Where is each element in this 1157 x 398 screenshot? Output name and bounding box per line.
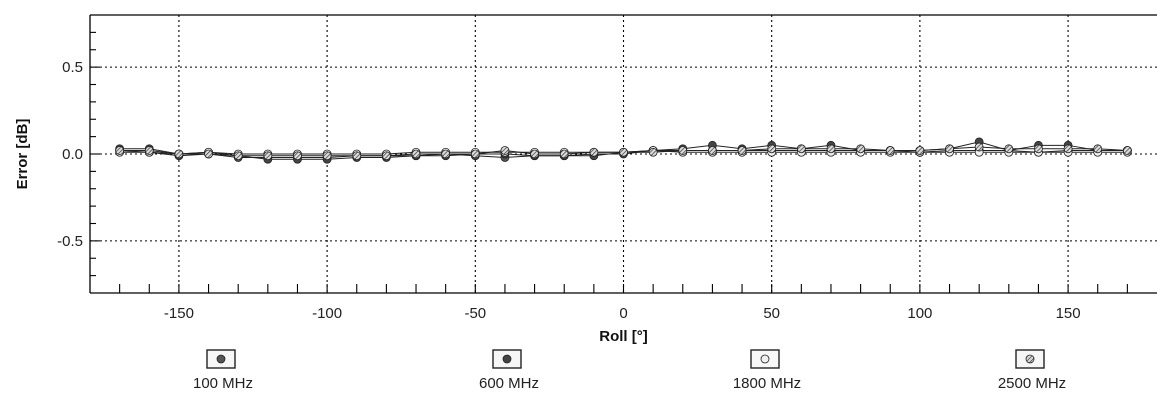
- data-point: [500, 146, 510, 155]
- data-point: [441, 149, 451, 159]
- data-point: [589, 147, 599, 157]
- data-point: [233, 151, 243, 161]
- legend-label: 1800 MHz: [733, 375, 801, 392]
- legend-marker: [760, 354, 770, 364]
- x-tick-label: 150: [1056, 305, 1081, 322]
- legend-label: 2500 MHz: [998, 375, 1066, 392]
- y-tick-label: -0.5: [57, 233, 83, 250]
- data-point: [885, 146, 895, 155]
- data-point: [530, 149, 539, 159]
- axes: -150 -100 -50 0 50 100 150 0.5 0.0 -0.5 Roll [°] Er…: [14, 14, 1157, 345]
- data-point: [767, 144, 777, 154]
- data-point: [115, 146, 125, 155]
- data-point: [263, 151, 273, 161]
- series-group: [115, 137, 1132, 164]
- data-point: [293, 151, 302, 161]
- data-point: [144, 146, 154, 155]
- data-point: [708, 146, 717, 155]
- legend-item: 1800 MHz: [733, 349, 801, 392]
- data-point: [559, 149, 569, 159]
- data-point: [826, 144, 836, 154]
- data-point: [737, 146, 747, 155]
- x-tick-label: 50: [763, 305, 780, 322]
- data-point: [352, 151, 362, 161]
- data-point: [678, 146, 688, 155]
- data-point: [619, 147, 628, 157]
- x-tick-label: -50: [464, 305, 486, 322]
- data-point: [856, 144, 866, 154]
- data-point: [796, 144, 806, 154]
- legend: 100 MHz 600 MHz 1800 MHz 2500 MHz: [193, 349, 1066, 392]
- legend-item: 2500 MHz: [998, 349, 1066, 392]
- data-point: [1122, 146, 1132, 155]
- x-axis-title: Roll [°]: [599, 328, 648, 345]
- data-point: [204, 149, 213, 159]
- data-point: [1063, 144, 1073, 154]
- x-tick-label: 100: [907, 305, 932, 322]
- data-point: [974, 142, 984, 152]
- data-point: [915, 146, 925, 155]
- legend-item: 600 MHz: [479, 349, 539, 392]
- legend-label: 600 MHz: [479, 375, 539, 392]
- data-point: [381, 151, 391, 161]
- y-tick-label: 0.5: [62, 59, 83, 76]
- legend-marker: [502, 354, 512, 364]
- legend-label: 100 MHz: [193, 375, 253, 392]
- data-point: [411, 149, 421, 159]
- x-tick-label: -150: [164, 305, 194, 322]
- data-point: [648, 147, 658, 157]
- legend-marker: [1025, 354, 1035, 364]
- y-axis-title: Error [dB]: [14, 119, 31, 190]
- legend-marker: [216, 354, 226, 364]
- data-point: [322, 151, 332, 161]
- data-point: [1034, 144, 1043, 154]
- y-tick-label: 0.0: [62, 146, 83, 163]
- x-tick-label: -100: [312, 305, 342, 322]
- legend-item: 100 MHz: [193, 349, 253, 392]
- data-point: [174, 149, 184, 159]
- data-point: [1004, 144, 1014, 154]
- data-point: [1093, 144, 1103, 154]
- grid: [90, 15, 1157, 293]
- x-tick-label: 0: [619, 305, 627, 322]
- data-point: [470, 149, 480, 159]
- data-point: [945, 144, 954, 154]
